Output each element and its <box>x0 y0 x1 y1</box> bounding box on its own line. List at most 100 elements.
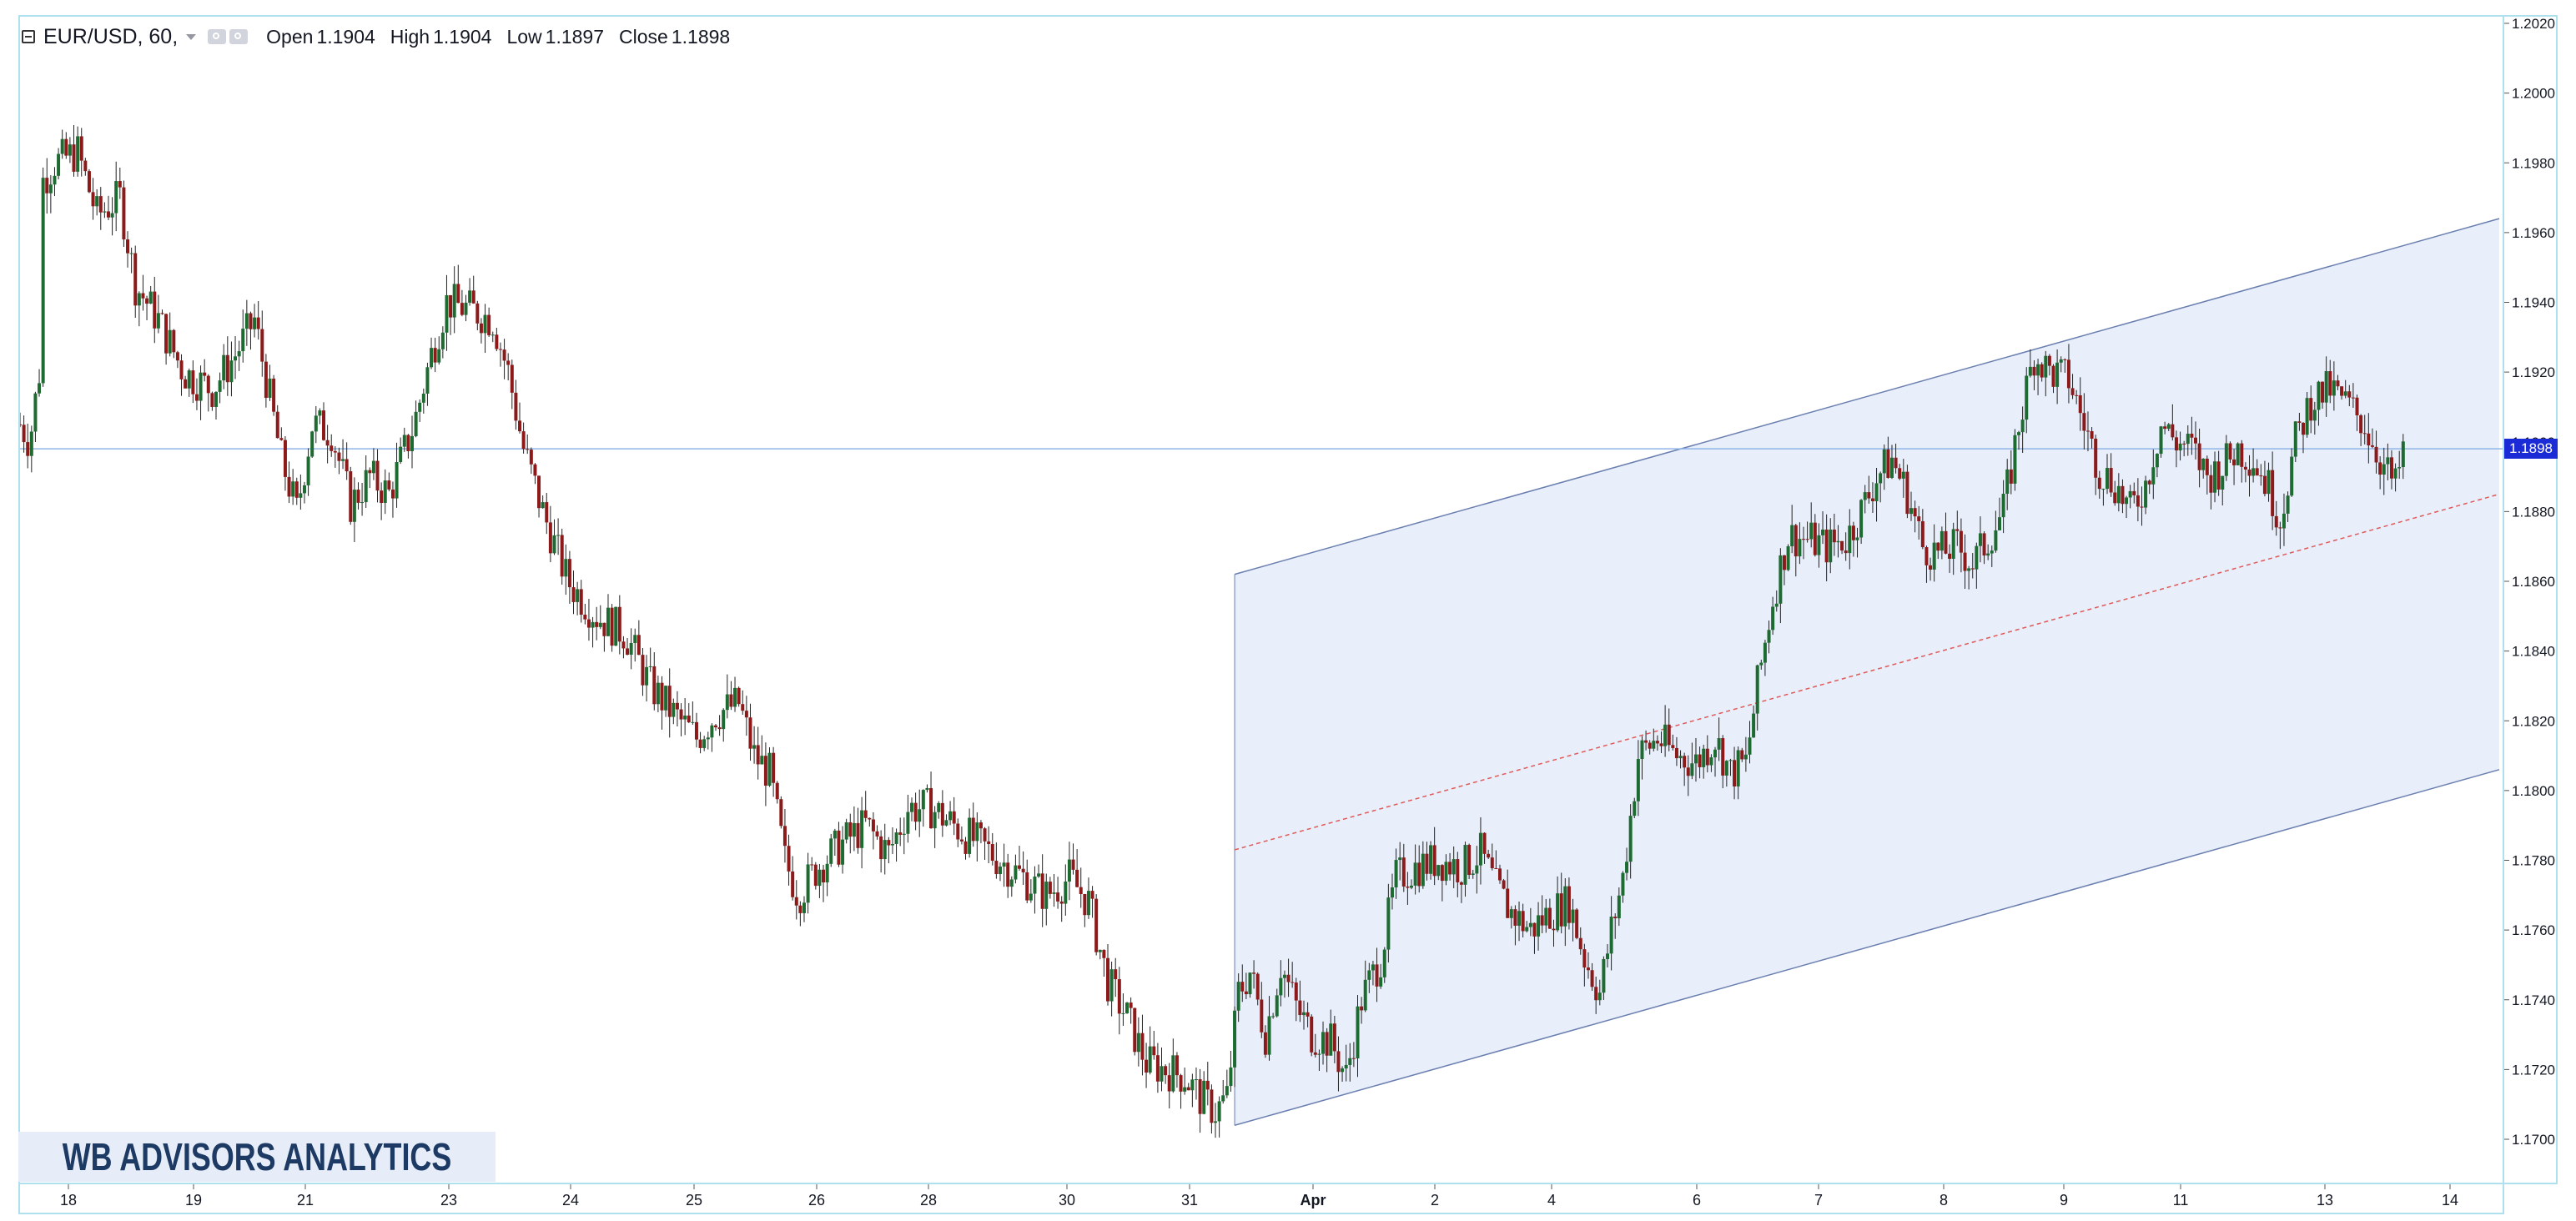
candle-body <box>310 431 314 457</box>
candle-body <box>1271 1016 1275 1018</box>
candle-body <box>1805 539 1809 540</box>
candle-body <box>2144 480 2148 508</box>
candle-body <box>2382 464 2386 475</box>
candle-body <box>1252 972 1256 974</box>
candle-body <box>1198 1079 1202 1114</box>
candle-body <box>1090 891 1094 899</box>
candle-body <box>1471 873 1475 875</box>
candle-body <box>698 739 702 748</box>
time-tick-label: 30 <box>1059 1192 1075 1208</box>
candle-body <box>775 782 779 800</box>
candle-body <box>537 475 541 509</box>
candle-body <box>2044 355 2048 378</box>
time-axis[interactable] <box>18 1184 2504 1214</box>
candle-body <box>1874 483 1879 501</box>
candle-body <box>160 313 164 314</box>
candle-body <box>1794 525 1798 557</box>
candle-body <box>402 435 406 447</box>
candle-body <box>2147 480 2151 485</box>
candle-body <box>2125 497 2129 505</box>
candle-body <box>468 290 472 303</box>
candle-body <box>318 410 322 416</box>
price-tick-label: 1.1940 <box>2512 295 2555 311</box>
channel-lower-line[interactable] <box>1234 769 2500 1126</box>
price-tick-label: 1.1840 <box>2512 644 2555 660</box>
candle-body <box>1052 892 1056 894</box>
candle-body <box>1667 724 1671 746</box>
candle-body <box>1002 862 1006 867</box>
candle-body <box>1571 909 1575 923</box>
price-tick-label: 1.2020 <box>2512 16 2555 32</box>
candle-body <box>2178 443 2182 451</box>
candle-body <box>1448 862 1452 875</box>
candle-body <box>1567 886 1571 923</box>
candle-body <box>118 181 122 188</box>
candle-body <box>813 864 818 887</box>
candle-body <box>848 822 853 837</box>
candle-body <box>322 410 326 440</box>
candle-body <box>1186 1087 1190 1091</box>
candle-body <box>1229 1067 1233 1087</box>
symbol-label[interactable]: EUR/USD, 60, <box>43 24 179 48</box>
candle-body <box>952 811 956 824</box>
candle-body <box>399 446 403 463</box>
candle-body <box>1721 738 1725 776</box>
settings-icon[interactable] <box>229 29 249 44</box>
candle-body <box>652 666 657 705</box>
candle-body <box>356 490 360 503</box>
watermark-text: WB ADVISORS ANALYTICS <box>62 1135 452 1178</box>
candle-body <box>175 352 179 361</box>
candle-body <box>2190 434 2194 438</box>
candle-body <box>1152 1046 1156 1056</box>
candle-body <box>2070 388 2075 395</box>
channel-mid-line[interactable] <box>1234 493 2500 851</box>
candle-body <box>237 351 241 357</box>
candle-body <box>2347 391 2352 398</box>
candle-body <box>2312 410 2317 421</box>
candle-body <box>683 715 687 720</box>
candle-body <box>1782 555 1786 570</box>
price-axis[interactable] <box>2504 15 2558 1184</box>
candle-body <box>1436 865 1441 877</box>
candle-body <box>521 431 526 450</box>
candle-body <box>114 181 118 214</box>
candle-body <box>26 442 30 456</box>
candle-body <box>137 293 141 306</box>
dropdown-caret-icon[interactable] <box>186 33 197 40</box>
candle-body <box>1167 1075 1171 1092</box>
eye-icon[interactable] <box>208 29 227 44</box>
candle-body <box>1421 853 1425 887</box>
candle-body <box>2197 443 2201 470</box>
candle-body <box>1552 928 1556 931</box>
candle-body <box>2132 490 2136 495</box>
candle-body <box>430 348 434 368</box>
collapse-icon[interactable] <box>22 30 35 43</box>
candle-body <box>1851 525 1855 540</box>
candle-body <box>2259 475 2263 477</box>
candle-body <box>1194 1079 1198 1081</box>
candle-body <box>349 471 353 522</box>
candle-body <box>818 869 822 887</box>
chart-legend: EUR/USD, 60, Open 1.1904 High 1.1904 Low 1.… <box>22 25 730 48</box>
candle-body <box>1463 845 1467 885</box>
candle-body <box>2101 489 2106 490</box>
candle-body <box>687 715 691 723</box>
candle-body <box>390 489 395 499</box>
candle-body <box>1763 642 1767 663</box>
channel-upper-line[interactable] <box>1234 218 2500 575</box>
candle-body <box>571 587 576 602</box>
candle-body <box>91 192 95 207</box>
candle-body <box>2159 426 2163 455</box>
candle-body <box>1240 982 1245 992</box>
candle-body <box>445 294 449 333</box>
candle-body <box>1575 909 1579 938</box>
candle-body <box>1064 882 1068 904</box>
candle-body <box>1033 876 1037 894</box>
candle-body <box>1490 857 1494 868</box>
candle-body <box>1014 865 1018 880</box>
candle-body <box>172 329 176 353</box>
candle-body <box>2401 441 2405 468</box>
candle-body <box>2051 365 2055 387</box>
candle-body <box>1848 525 1852 554</box>
